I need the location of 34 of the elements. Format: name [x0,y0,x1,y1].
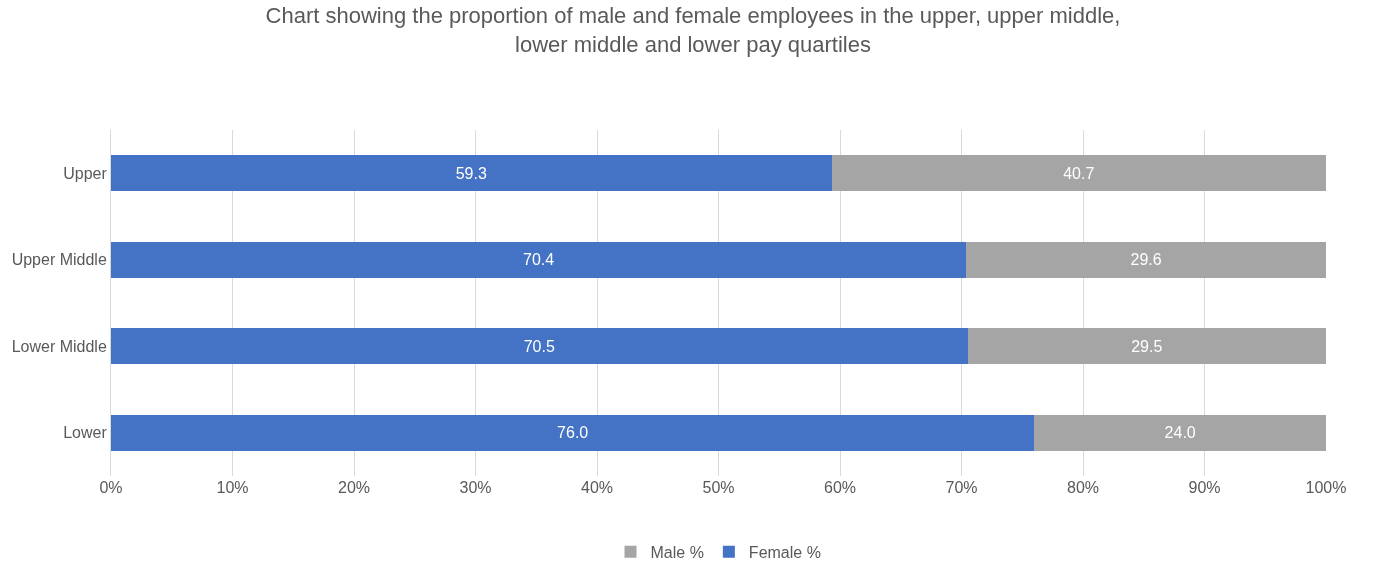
x-tick-label: 70% [945,479,978,496]
y-tick-label: Lower [63,424,108,442]
data-label: 76.0 [557,424,589,442]
x-tick-label: 80% [1066,479,1100,496]
legend-label: Female % [748,543,821,561]
data-label: 70.5 [523,337,555,355]
bar [111,155,832,192]
legend-label: Male % [650,543,704,561]
x-tick-label: 90% [1188,479,1221,496]
y-tick-label: Lower Middle [11,337,107,355]
data-label: 29.5 [1131,337,1163,355]
bar [111,414,1035,451]
x-tick-label: 20% [337,479,371,496]
y-tick-label: Upper [63,164,108,182]
bar [966,241,1326,278]
x-tick-label: 10% [216,479,249,496]
data-label: 24.0 [1164,424,1196,442]
bar [967,328,1326,365]
data-label: 29.6 [1130,251,1162,269]
bar [111,241,967,278]
data-label: 40.7 [1063,164,1095,182]
x-tick-label: 40% [580,479,614,496]
x-tick-label: 60% [823,479,857,496]
x-tick-label: 0% [99,479,123,496]
x-tick-label: 30% [459,479,492,496]
bar [831,155,1326,192]
x-tick-label: 100% [1305,479,1347,496]
chart-title: Chart showing the proportion of male and female employees in the upper, upper middle, lower middle and lower pay quartiles [265,3,1121,57]
bar [111,328,968,365]
bar [1034,414,1326,451]
y-tick-label: Upper Middle [11,251,107,269]
x-tick-label: 50% [702,479,735,496]
data-label: 70.4 [523,251,555,269]
data-label: 59.3 [455,164,487,182]
